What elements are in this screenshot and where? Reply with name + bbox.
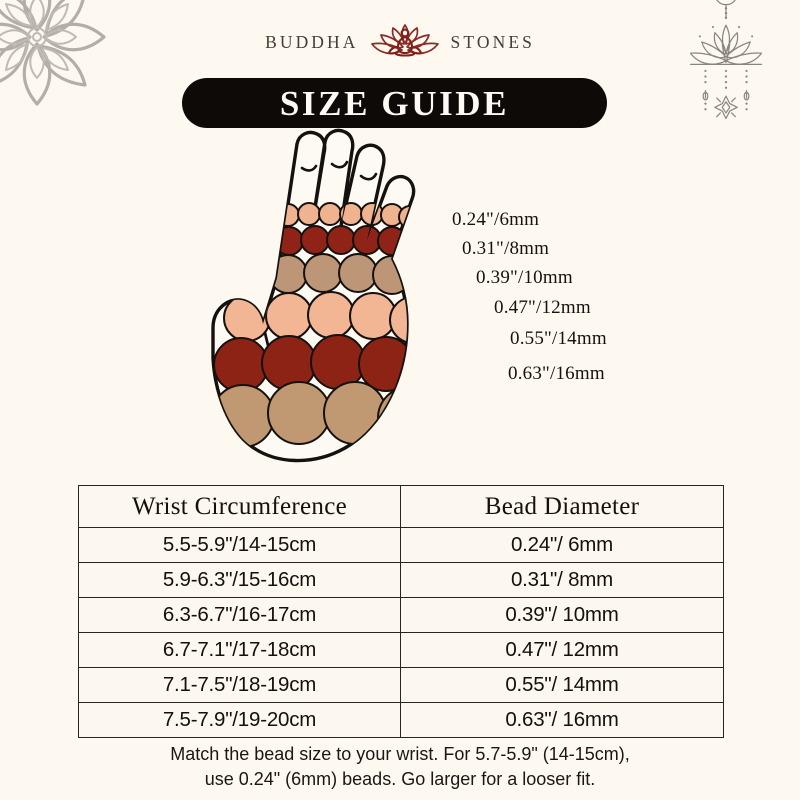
table-row: 6.7-7.1"/17-18cm 0.47"/ 12mm xyxy=(78,632,724,668)
sizing-advice-note: Match the bead size to your wrist. For 5… xyxy=(60,742,740,792)
cell-wrist: 7.5-7.9"/19-20cm xyxy=(78,702,401,738)
hand-bracelets-illustration xyxy=(211,128,416,463)
sizing-advice-line-1: Match the bead size to your wrist. For 5… xyxy=(170,744,630,764)
table-row: 7.5-7.9"/19-20cm 0.63"/ 16mm xyxy=(78,702,724,738)
brand-word-left: BUDDHA xyxy=(265,31,359,52)
bead-label-6mm: 0.24"/6mm xyxy=(452,209,540,230)
cell-bead: 0.55"/ 14mm xyxy=(400,667,724,703)
brand-word-right: STONES xyxy=(450,31,535,52)
cell-bead: 0.39"/ 10mm xyxy=(400,597,724,633)
cell-bead: 0.47"/ 12mm xyxy=(400,632,724,668)
lotus-ornament-icon xyxy=(689,0,763,120)
cell-bead: 0.24"/ 6mm xyxy=(400,527,724,563)
mandala-flower-icon xyxy=(0,0,106,106)
bead-size-label-group: 0.24"/6mm 0.31"/8mm 0.39"/10mm 0.47"/12m… xyxy=(448,205,748,395)
lotus-meditation-figure-icon xyxy=(370,24,439,57)
sizing-advice-line-2: use 0.24" (6mm) beads. Go larger for a l… xyxy=(204,769,596,789)
table-header-row: Wrist Circumference Bead Diameter xyxy=(78,485,724,528)
bead-label-10mm: 0.39"/10mm xyxy=(476,267,573,288)
bead-label-8mm: 0.31"/8mm xyxy=(462,238,550,259)
table-row: 5.9-6.3"/15-16cm 0.31"/ 8mm xyxy=(78,562,724,598)
bracelet-row-14mm xyxy=(213,334,414,399)
bead-label-12mm: 0.47"/12mm xyxy=(494,297,591,318)
column-header-bead-diameter: Bead Diameter xyxy=(400,485,724,528)
brand-lockup: BUDDHA STONES xyxy=(0,22,800,62)
cell-wrist: 6.3-6.7"/16-17cm xyxy=(78,597,401,633)
cell-bead: 0.63"/ 16mm xyxy=(400,702,724,738)
table-row: 7.1-7.5"/18-19cm 0.55"/ 14mm xyxy=(78,667,724,703)
size-guide-title-banner: SIZE GUIDE xyxy=(182,78,607,128)
cell-wrist: 7.1-7.5"/18-19cm xyxy=(78,667,401,703)
cell-wrist: 5.9-6.3"/15-16cm xyxy=(78,562,401,598)
bead-label-14mm: 0.55"/14mm xyxy=(510,328,607,349)
cell-wrist: 6.7-7.1"/17-18cm xyxy=(78,632,401,668)
table-row: 5.5-5.9"/14-15cm 0.24"/ 6mm xyxy=(78,527,724,563)
bead-label-16mm: 0.63"/16mm xyxy=(508,363,605,384)
cell-wrist: 5.5-5.9"/14-15cm xyxy=(78,527,401,563)
column-header-wrist-circumference: Wrist Circumference xyxy=(78,485,401,528)
table-row: 6.3-6.7"/16-17cm 0.39"/ 10mm xyxy=(78,597,724,633)
cell-bead: 0.31"/ 8mm xyxy=(400,562,724,598)
page-title: SIZE GUIDE xyxy=(279,83,510,123)
size-chart-table: Wrist Circumference Bead Diameter 5.5-5.… xyxy=(78,485,724,738)
